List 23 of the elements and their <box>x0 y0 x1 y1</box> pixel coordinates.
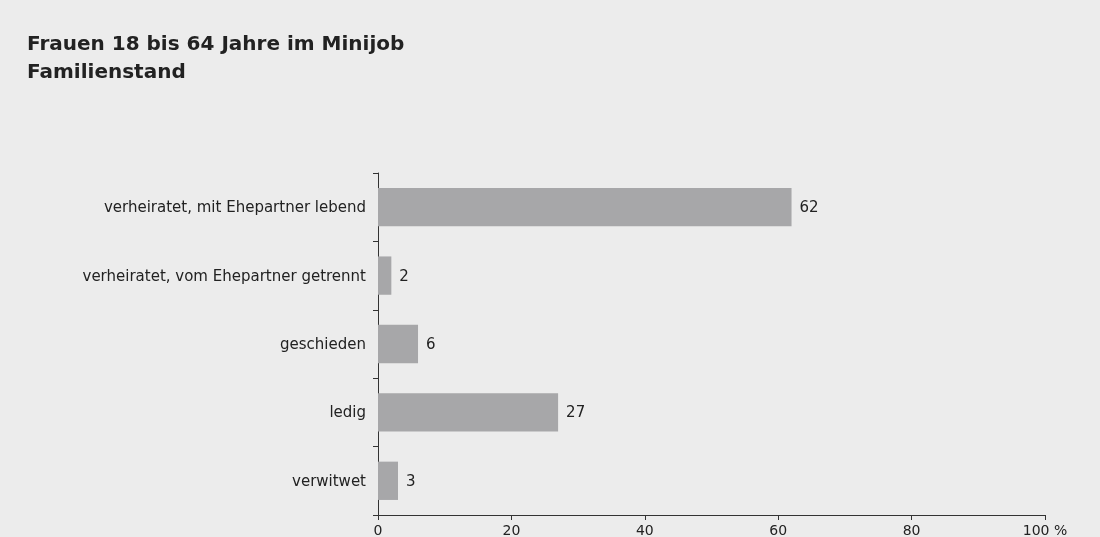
y-tick-label: ledig <box>329 403 366 422</box>
y-tick-label: verheiratet, mit Ehepartner lebend <box>103 198 366 217</box>
y-tick-label: geschieden <box>280 335 366 353</box>
bar <box>378 324 419 364</box>
text: Familienstand <box>27 59 186 83</box>
x-tick-label: 80 <box>902 522 921 537</box>
bar <box>378 188 792 227</box>
data-label: 6 <box>426 335 436 353</box>
x-tick-label: 60 <box>769 522 788 537</box>
text: Frauen 18 bis 64 Jahre im Minijob <box>27 31 405 55</box>
x-tick-label: 0 <box>373 522 383 537</box>
data-label: 62 <box>799 198 819 217</box>
data-label: 27 <box>566 403 586 422</box>
bar <box>378 461 399 500</box>
y-tick-label: verwitwet <box>292 471 367 490</box>
bar <box>378 393 559 432</box>
y-tick-label: verheiratet, vom Ehepartner getrennt <box>82 266 367 285</box>
data-label: 3 <box>406 471 416 490</box>
x-tick-label: 100 % <box>1022 522 1068 537</box>
x-tick-label: 40 <box>635 522 654 537</box>
bar <box>378 256 392 295</box>
x-tick-label: 20 <box>502 522 521 537</box>
data-label: 2 <box>399 266 409 285</box>
